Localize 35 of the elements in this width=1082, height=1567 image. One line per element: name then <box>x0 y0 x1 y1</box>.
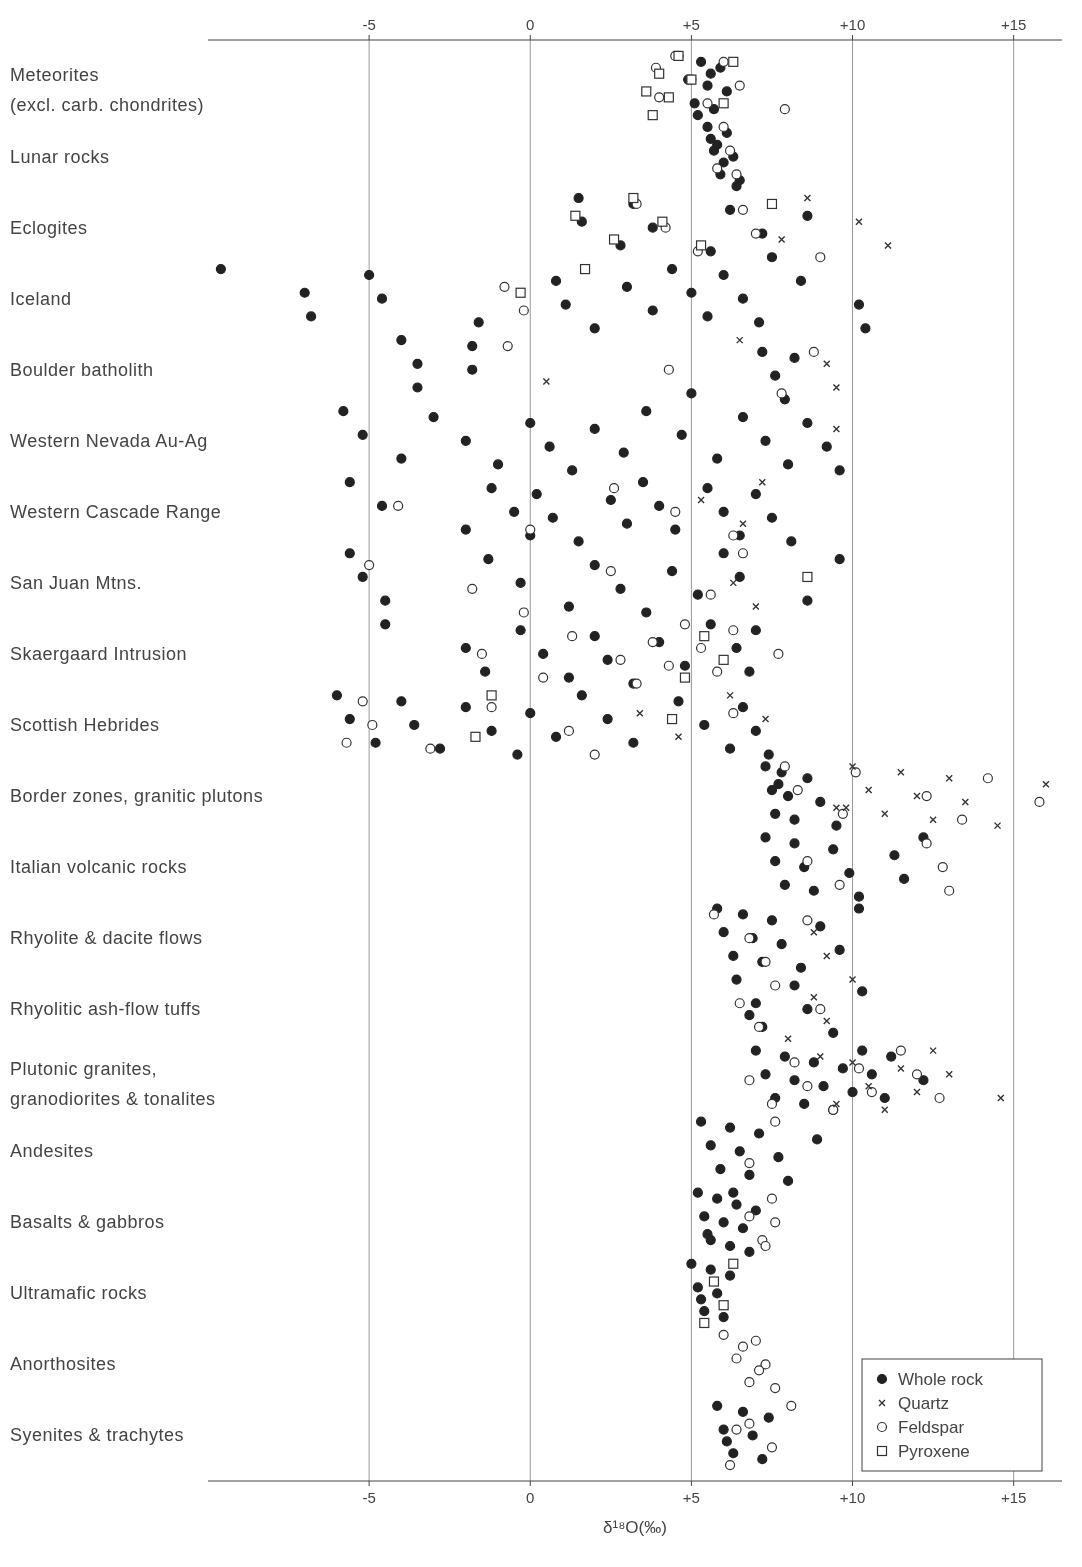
y-tick-label: Meteorites (excl. carb. chondrites) <box>10 64 205 115</box>
y-tick-label: Syenites & trachytes <box>10 1425 185 1446</box>
y-tick-label: Basalts & gabbros <box>10 1212 165 1233</box>
y-tick-label: Scottish Hebrides <box>10 714 160 735</box>
x-tick-label: +15 <box>1000 16 1027 33</box>
legend-label: Whole rock <box>898 1370 984 1389</box>
legend-label: Quartz <box>898 1394 950 1413</box>
y-tick-label: San Juan Mtns. <box>10 572 143 593</box>
y-tick-label: Iceland <box>10 288 72 309</box>
y-tick-label: Plutonic granites, granodiorites & tonalites <box>10 1059 216 1110</box>
x2-tick-label: 0 <box>526 1489 535 1506</box>
y-tick-label: Border zones, granitic plutons <box>10 786 264 807</box>
y-tick-label: Andesites <box>10 1141 94 1162</box>
y-tick-label: Anorthosites <box>10 1354 117 1375</box>
x-tick-label: +5 <box>682 16 700 33</box>
x2-tick-label: +5 <box>682 1489 700 1506</box>
x-axis-title: δ¹⁸O(‰) <box>603 1518 667 1537</box>
y-tick-label: Western Cascade Range <box>10 501 222 522</box>
x-tick-label: 0 <box>526 16 535 33</box>
y-tick-label: Ultramafic rocks <box>10 1283 148 1304</box>
y-tick-label: Eclogites <box>10 217 88 238</box>
y-tick-label: Western Nevada Au-Ag <box>10 430 208 451</box>
y-tick-label: Lunar rocks <box>10 146 110 167</box>
y-tick-label: Rhyolitic ash-flow tuffs <box>10 999 201 1020</box>
y-tick-label: Rhyolite & dacite flows <box>10 928 203 949</box>
y-tick-label: Skaergaard Intrusion <box>10 643 188 664</box>
legend-label: Feldspar <box>898 1418 965 1437</box>
x-tick-label: +10 <box>839 16 866 33</box>
legend-label: Pyroxene <box>898 1442 970 1461</box>
y-tick-label: Boulder batholith <box>10 359 154 380</box>
x2-tick-label: +10 <box>839 1489 866 1506</box>
x2-tick-label: +15 <box>1000 1489 1027 1506</box>
x-tick-label: -5 <box>362 16 376 33</box>
x2-tick-label: -5 <box>362 1489 376 1506</box>
y-tick-label: Italian volcanic rocks <box>10 857 188 878</box>
